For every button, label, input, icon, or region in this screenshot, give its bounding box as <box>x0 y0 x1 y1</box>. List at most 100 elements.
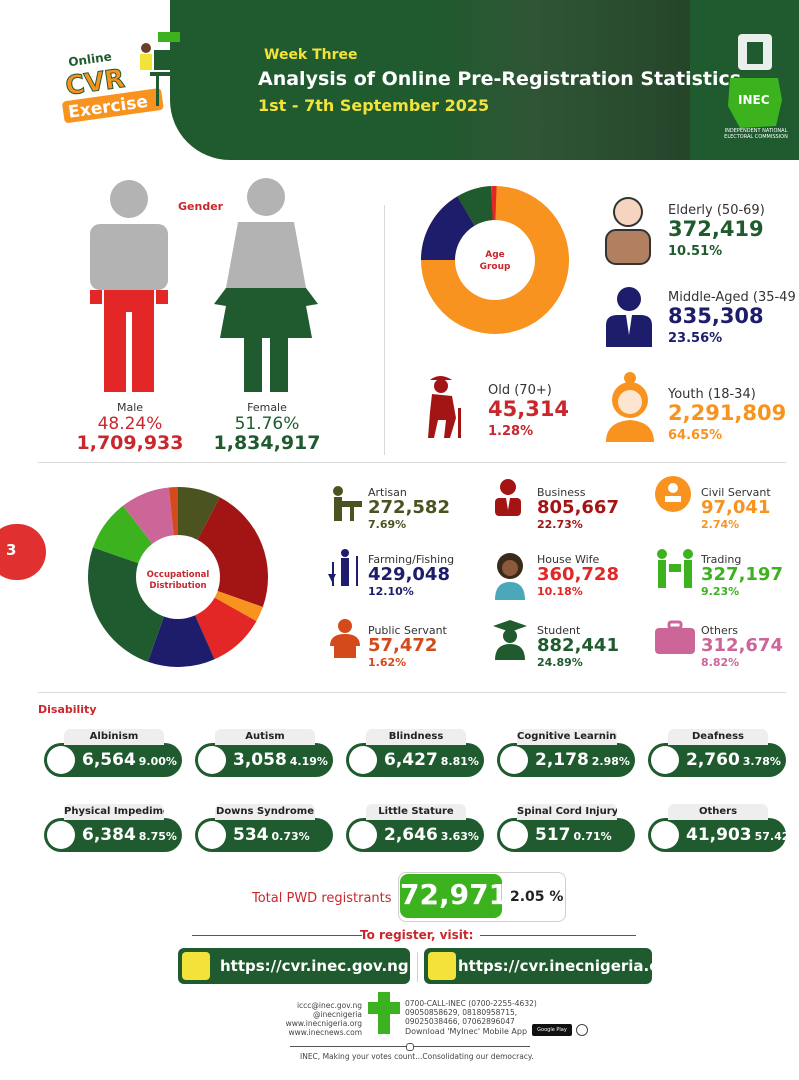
total-pwd-count: 72,971 <box>400 878 509 911</box>
youth-icon <box>606 372 654 442</box>
deafness-icon <box>651 746 679 774</box>
footer-website-1: www.inecnigeria.org <box>285 1019 362 1028</box>
elderly-percent: 10.51% <box>668 244 723 259</box>
old-count: 45,314 <box>488 397 570 421</box>
middle-aged-icon <box>606 287 652 347</box>
register-url-2[interactable]: https://cvr.inecnigeria.org <box>458 957 678 975</box>
disability-card: Autism 3,058 4.19% <box>195 729 333 777</box>
footer-slogan: INEC, Making your votes count...Consolid… <box>300 1052 534 1061</box>
others-title: Others <box>701 624 738 637</box>
inec-logo-text: INEC <box>738 93 770 107</box>
civil-servant-icon <box>655 476 691 512</box>
trading-percent: 9.23% <box>701 585 740 598</box>
footer-app: Download 'MyInec' Mobile App <box>405 1027 528 1036</box>
middle-aged-percent: 23.56% <box>668 331 723 346</box>
disability-title: Spinal Cord Injury <box>517 804 617 820</box>
farming-fishing-percent: 12.10% <box>368 585 414 598</box>
disability-value: 3,058 4.19% <box>233 750 328 770</box>
occupation-donut-label-2: Distribution <box>149 581 206 591</box>
civil-servant-percent: 2.74% <box>701 518 740 531</box>
female-count: 1,834,917 <box>213 432 321 454</box>
disability-title: Albinism <box>64 729 164 745</box>
disability-card: Others 41,903 57.42% <box>648 804 799 852</box>
footer-contact-left: iccc@inec.gov.ng @inecnigeria www.inecni… <box>262 1001 362 1037</box>
google-play-badge[interactable]: Google Play <box>532 1024 572 1036</box>
register-url-1[interactable]: https://cvr.inec.gov.ng <box>220 957 409 975</box>
youth-title: Youth (18-34) <box>668 387 756 402</box>
others-dots-icon <box>651 821 679 849</box>
week-label: Week Three <box>264 47 358 63</box>
disability-percent: 9.00% <box>138 755 177 768</box>
public-servant-count: 57,472 <box>368 635 438 656</box>
farming-fishing-count: 429,048 <box>368 564 450 585</box>
register-url-1-button[interactable]: https://cvr.inec.gov.ng <box>178 948 410 984</box>
footer-rule-dot <box>406 1043 414 1051</box>
old-percent: 1.28% <box>488 424 534 439</box>
occupation-slice <box>147 577 215 667</box>
business-percent: 22.73% <box>537 518 583 531</box>
disability-title: Cognitive Learning Disa. <box>517 729 617 745</box>
male-label: Male <box>116 401 144 414</box>
house-wife-count: 360,728 <box>537 564 619 585</box>
disability-percent: 2.98% <box>591 755 630 768</box>
farming-fishing-title: Farming/Fishing <box>368 553 455 566</box>
disability-value: 41,903 57.42% <box>686 825 799 845</box>
disability-percent: 8.75% <box>138 830 177 843</box>
register-rule-left <box>192 935 362 936</box>
url-divider <box>417 952 418 982</box>
disability-count: 6,384 <box>82 825 136 845</box>
middle-aged-count: 835,308 <box>668 304 764 328</box>
divider-2 <box>38 692 786 693</box>
disability-value: 2,646 3.63% <box>384 825 479 845</box>
age-donut-chart: Age Group <box>421 185 569 334</box>
footer-phone-1: 0700-CALL-INEC (0700-2255-4632) <box>405 999 537 1008</box>
disability-value: 534 0.73% <box>233 825 310 845</box>
male-percent: 48.24% <box>97 414 163 434</box>
inec-logo: INEC <box>728 34 782 128</box>
disability-card: Downs Syndrome 534 0.73% <box>195 804 333 852</box>
business-icon <box>495 479 521 516</box>
footer-phone-2: 09050858629, 08180958715, <box>405 1008 518 1017</box>
cvr-logo-online: Online <box>67 49 112 69</box>
elderly-count: 372,419 <box>668 217 764 241</box>
register-url-2-button[interactable]: https://cvr.inecnigeria.org <box>424 948 678 984</box>
disability-card: Spinal Cord Injury 517 0.71% <box>497 804 635 852</box>
female-figure-icon <box>214 178 318 392</box>
others-count: 312,674 <box>701 635 783 656</box>
little-stature-icon <box>349 821 377 849</box>
footer-contact-right: 0700-CALL-INEC (0700-2255-4632) 09050858… <box>405 999 537 1026</box>
disability-percent: 8.81% <box>440 755 479 768</box>
disability-value: 6,427 8.81% <box>384 750 479 770</box>
occupation-donut-chart: Occupational Distribution <box>88 487 268 667</box>
disability-title: Physical Impediment <box>64 804 164 820</box>
albinism-icon <box>47 746 75 774</box>
disability-count: 517 <box>535 825 571 845</box>
total-pwd-percent: 2.05 % <box>510 889 564 905</box>
trading-title: Trading <box>701 553 742 566</box>
spinal-cord-icon <box>500 821 528 849</box>
student-percent: 24.89% <box>537 656 583 669</box>
trading-icon <box>657 549 693 588</box>
footer-email: iccc@inec.gov.ng <box>296 1001 362 1010</box>
disability-percent: 4.19% <box>289 755 328 768</box>
disability-value: 6,564 9.00% <box>82 750 177 770</box>
inec-subtitle: INDEPENDENT NATIONAL ELECTORAL COMMISSIO… <box>724 128 788 140</box>
public-servant-icon <box>330 619 360 658</box>
disability-title: Others <box>668 804 768 820</box>
total-pwd-label: Total PWD registrants <box>252 891 392 906</box>
divider-vertical <box>384 205 385 455</box>
downs-syndrome-icon <box>198 821 226 849</box>
disability-count: 2,646 <box>384 825 438 845</box>
disability-card: Deafness 2,760 3.78% <box>648 729 786 777</box>
youth-percent: 64.65% <box>668 428 723 443</box>
business-title: Business <box>537 486 586 499</box>
disability-count: 6,427 <box>384 750 438 770</box>
age-donut-label-1: Age <box>485 250 505 260</box>
date-range: 1st - 7th September 2025 <box>258 96 490 115</box>
social-icons-cross <box>368 992 400 1034</box>
disability-title: Blindness <box>366 729 466 745</box>
public-servant-percent: 1.62% <box>368 656 407 669</box>
disability-value: 517 0.71% <box>535 825 612 845</box>
disability-count: 2,760 <box>686 750 740 770</box>
